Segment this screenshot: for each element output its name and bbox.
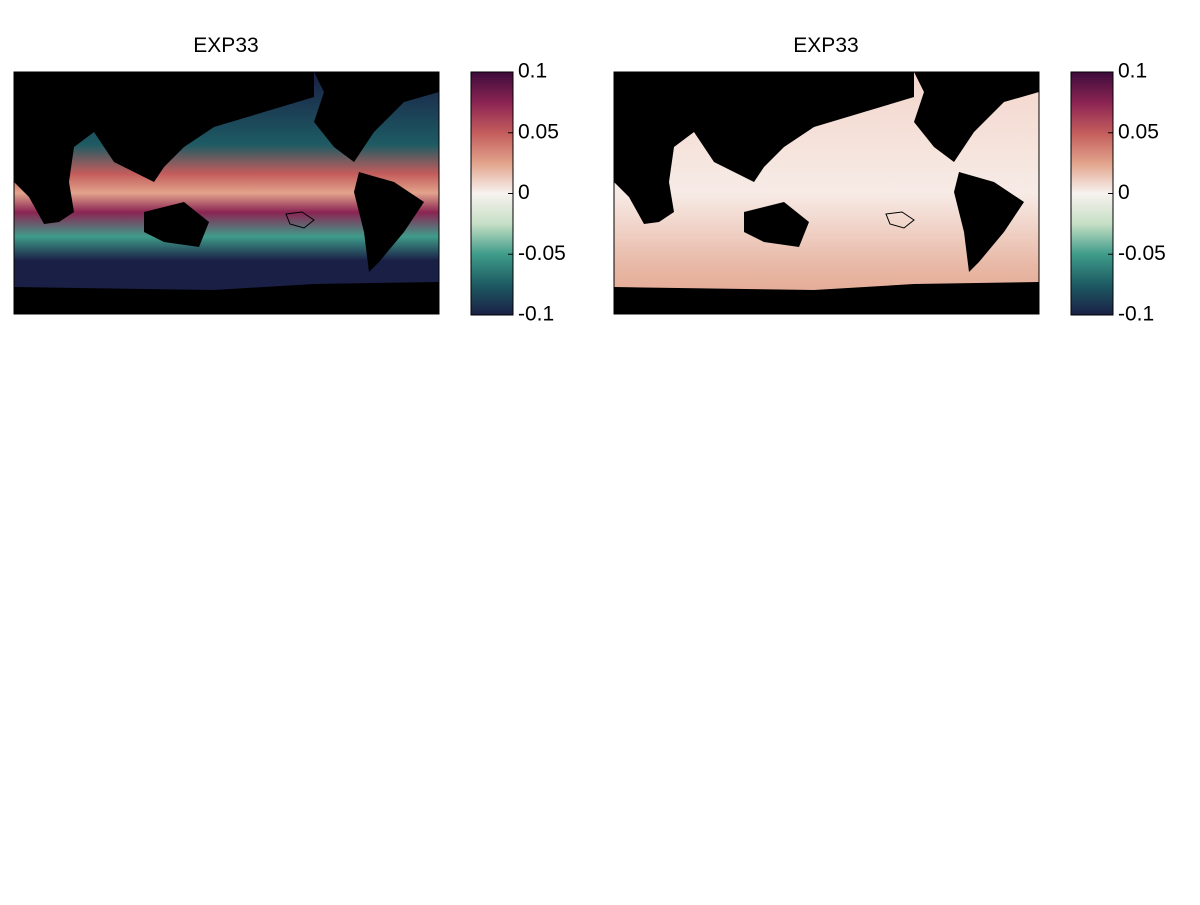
colorbar-tick-label: 0 — [518, 181, 530, 204]
colorbar — [470, 71, 514, 316]
colorbar-tick-label: -0.1 — [518, 303, 554, 326]
colorbar-tick-label: 0.05 — [518, 120, 559, 143]
colorbar-tick-label: 0 — [1118, 181, 1130, 204]
colorbar-tick-label: -0.1 — [1118, 303, 1154, 326]
colorbar-tick-label: 0.05 — [1118, 120, 1159, 143]
colorbar-tick-label: -0.05 — [1118, 242, 1166, 265]
map-panel — [613, 71, 1040, 315]
colorbar-tick-label: 0.1 — [518, 60, 547, 83]
colorbar — [1070, 71, 1114, 316]
map-panel — [13, 71, 440, 315]
panel-title: EXP33 — [793, 34, 858, 57]
map-frame — [13, 71, 440, 315]
panel-title: EXP33 — [193, 34, 258, 57]
map-frame — [613, 71, 1040, 315]
colorbar-tick-label: -0.05 — [518, 242, 566, 265]
colorbar-tick-label: 0.1 — [1118, 60, 1147, 83]
